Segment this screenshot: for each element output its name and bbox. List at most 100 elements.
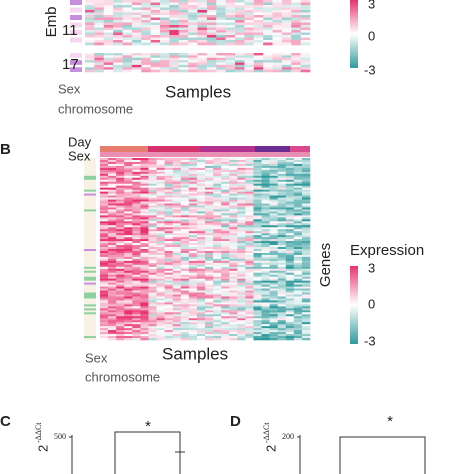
heatmap-cell xyxy=(140,215,149,218)
heatmap-cell xyxy=(100,161,109,165)
heatmap-cell xyxy=(172,274,182,277)
heatmap-cell xyxy=(221,260,230,264)
heatmap-cell xyxy=(196,258,206,262)
heatmap-cell xyxy=(213,209,222,212)
heatmap-cell xyxy=(156,330,165,333)
heatmap-cell xyxy=(180,227,190,230)
heatmap-cell xyxy=(148,282,157,285)
heatmap-cell xyxy=(301,241,311,244)
heatmap-cell xyxy=(70,30,82,35)
heatmap-cell xyxy=(94,0,105,3)
heatmap-cell xyxy=(263,5,273,8)
heatmap-cell xyxy=(221,334,230,337)
heatmap-cell xyxy=(213,231,222,234)
heatmap-cell xyxy=(237,233,246,236)
heatmap-cell xyxy=(148,163,157,167)
heatmap-cell xyxy=(116,338,125,341)
colorbar-tick: 3 xyxy=(368,260,375,275)
heatmap-cell xyxy=(261,252,270,256)
heatmap-cell xyxy=(124,318,133,321)
heatmap-cell xyxy=(237,159,246,163)
heatmap-cell xyxy=(140,280,149,283)
heatmap-cell xyxy=(188,262,198,266)
heatmap-cell xyxy=(269,213,278,216)
heatmap-cell xyxy=(156,298,165,301)
heatmap-cell xyxy=(116,245,125,248)
heatmap-cell xyxy=(221,294,230,297)
heatmap-cell xyxy=(293,296,303,299)
heatmap-cell xyxy=(253,183,262,186)
heatmap-cell xyxy=(84,334,96,337)
heatmap-cell xyxy=(132,223,141,226)
heatmap-cell xyxy=(245,296,254,299)
heatmap-cell xyxy=(172,280,182,283)
heatmap-cell xyxy=(285,306,295,309)
heatmap-cell xyxy=(216,30,226,33)
heatmap-cell xyxy=(245,264,254,268)
heatmap-cell xyxy=(205,205,214,208)
heatmap-cell xyxy=(293,276,303,279)
heatmap-cell xyxy=(221,241,230,244)
heatmap-cell xyxy=(172,239,182,242)
heatmap-cell xyxy=(108,237,117,240)
heatmap-cell xyxy=(113,64,123,68)
heatmap-cell xyxy=(237,189,246,192)
heatmap-cell xyxy=(160,0,170,3)
heatmap-cell xyxy=(213,225,222,228)
heatmap-cell xyxy=(100,249,109,252)
heatmap-cell xyxy=(116,272,125,276)
heatmap-cell xyxy=(213,163,222,167)
heatmap-cell xyxy=(124,225,133,228)
heatmap-cell xyxy=(132,272,141,276)
heatmap-cell xyxy=(225,15,236,18)
heatmap-cell xyxy=(261,320,270,323)
heatmap-cell xyxy=(100,146,148,152)
heatmap-cell xyxy=(213,243,222,246)
heatmap-cell xyxy=(180,209,190,212)
heatmap-cell xyxy=(277,286,287,289)
heatmap-cell xyxy=(124,159,133,163)
heatmap-cell xyxy=(150,10,161,13)
heatmap-cell xyxy=(100,314,109,317)
heatmap-cell xyxy=(301,328,311,331)
heatmap-cell xyxy=(172,334,182,337)
heatmap-cell xyxy=(261,254,270,258)
heatmap-cell xyxy=(108,336,117,339)
heatmap-cell xyxy=(285,312,295,315)
heatmap-cell xyxy=(237,241,246,244)
heatmap-cell xyxy=(164,296,173,299)
heatmap-cell xyxy=(131,64,142,68)
heatmap-cell xyxy=(301,235,311,238)
heatmap-cell xyxy=(301,243,311,246)
heatmap-cell xyxy=(235,17,245,21)
heatmap-cell xyxy=(84,247,96,250)
heatmap-cell xyxy=(277,290,287,293)
heatmap-cell xyxy=(285,221,295,224)
heatmap-cell xyxy=(164,191,173,194)
heatmap-cell xyxy=(244,30,255,33)
heatmap-cell xyxy=(229,320,238,323)
heatmap-cell xyxy=(100,336,109,339)
heatmap-cell xyxy=(85,35,95,38)
x-label: Samples xyxy=(162,344,228,363)
heatmap-cell xyxy=(180,203,190,206)
heatmap-cell xyxy=(148,336,157,339)
heatmap-cell xyxy=(229,282,238,285)
heatmap-cell xyxy=(140,165,149,169)
heatmap-cell xyxy=(108,185,117,188)
heatmap-cell xyxy=(124,320,133,323)
heatmap-cell xyxy=(85,55,95,59)
heatmap-cell xyxy=(140,231,149,234)
heatmap-cell xyxy=(237,318,246,321)
heatmap-cell xyxy=(293,179,303,183)
heatmap-cell xyxy=(221,235,230,238)
heatmap-cell xyxy=(84,316,96,319)
heatmap-cell xyxy=(100,235,109,238)
heatmap-cell xyxy=(172,205,182,208)
heatmap-cell xyxy=(150,64,161,68)
heatmap-cell xyxy=(277,223,287,226)
heatmap-cell xyxy=(221,247,230,250)
heatmap-cell xyxy=(116,292,125,295)
heatmap-cell xyxy=(301,296,311,299)
heatmap-cell xyxy=(269,201,278,204)
